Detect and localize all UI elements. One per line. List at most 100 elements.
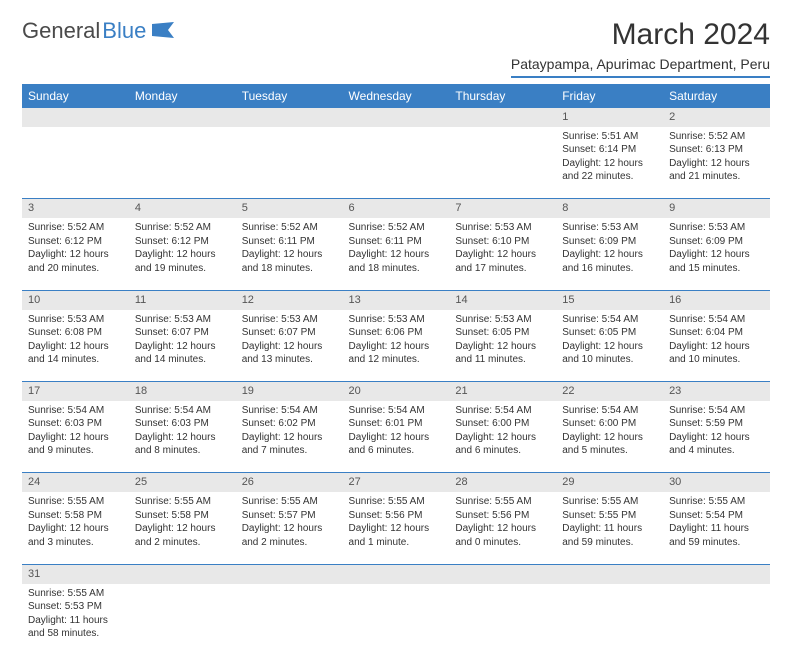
day-cell: Sunrise: 5:55 AMSunset: 5:56 PMDaylight:… — [343, 492, 450, 564]
day-cell — [449, 584, 556, 656]
day-cell: Sunrise: 5:53 AMSunset: 6:10 PMDaylight:… — [449, 218, 556, 290]
sunrise-text: Sunrise: 5:55 AM — [242, 495, 337, 509]
day-number: 17 — [28, 385, 40, 397]
day-number-cell: 25 — [129, 473, 236, 492]
day-cell: Sunrise: 5:55 AMSunset: 5:58 PMDaylight:… — [22, 492, 129, 564]
daylight-text: and 6 minutes. — [455, 444, 550, 458]
day-number-cell — [236, 108, 343, 127]
day-number-row: 17181920212223 — [22, 382, 770, 401]
day-number-cell: 18 — [129, 382, 236, 401]
sunset-text: Sunset: 6:08 PM — [28, 326, 123, 340]
day-number: 9 — [669, 202, 675, 214]
sunset-text: Sunset: 6:04 PM — [669, 326, 764, 340]
day-cell — [556, 584, 663, 656]
daylight-text: and 4 minutes. — [669, 444, 764, 458]
day-cell: Sunrise: 5:52 AMSunset: 6:12 PMDaylight:… — [22, 218, 129, 290]
daylight-text: and 13 minutes. — [242, 353, 337, 367]
day-content: Sunrise: 5:52 AMSunset: 6:12 PMDaylight:… — [28, 221, 123, 275]
daylight-text: Daylight: 12 hours — [455, 522, 550, 536]
day-cell: Sunrise: 5:53 AMSunset: 6:07 PMDaylight:… — [236, 310, 343, 382]
day-cell: Sunrise: 5:53 AMSunset: 6:06 PMDaylight:… — [343, 310, 450, 382]
sunrise-text: Sunrise: 5:52 AM — [349, 221, 444, 235]
daylight-text: Daylight: 12 hours — [242, 431, 337, 445]
day-number-cell: 29 — [556, 473, 663, 492]
sunrise-text: Sunrise: 5:54 AM — [349, 404, 444, 418]
sunset-text: Sunset: 5:59 PM — [669, 417, 764, 431]
day-cell: Sunrise: 5:55 AMSunset: 5:57 PMDaylight:… — [236, 492, 343, 564]
sunrise-text: Sunrise: 5:54 AM — [562, 313, 657, 327]
day-cell: Sunrise: 5:52 AMSunset: 6:11 PMDaylight:… — [236, 218, 343, 290]
sunrise-text: Sunrise: 5:54 AM — [242, 404, 337, 418]
day-cell — [236, 584, 343, 656]
daylight-text: and 20 minutes. — [28, 262, 123, 276]
sunrise-text: Sunrise: 5:52 AM — [669, 130, 764, 144]
day-number-cell — [449, 108, 556, 127]
day-number: 7 — [455, 202, 461, 214]
day-cell: Sunrise: 5:54 AMSunset: 6:03 PMDaylight:… — [22, 401, 129, 473]
day-number-cell: 13 — [343, 290, 450, 309]
daylight-text: and 16 minutes. — [562, 262, 657, 276]
day-number-cell: 22 — [556, 382, 663, 401]
daylight-text: and 15 minutes. — [669, 262, 764, 276]
day-cell — [343, 127, 450, 199]
daylight-text: and 22 minutes. — [562, 170, 657, 184]
daylight-text: Daylight: 12 hours — [135, 431, 230, 445]
sunrise-text: Sunrise: 5:53 AM — [455, 313, 550, 327]
sunrise-text: Sunrise: 5:52 AM — [28, 221, 123, 235]
day-content: Sunrise: 5:53 AMSunset: 6:07 PMDaylight:… — [135, 313, 230, 367]
sunrise-text: Sunrise: 5:54 AM — [28, 404, 123, 418]
day-number-cell: 21 — [449, 382, 556, 401]
daylight-text: and 5 minutes. — [562, 444, 657, 458]
sunrise-text: Sunrise: 5:53 AM — [28, 313, 123, 327]
daylight-text: Daylight: 12 hours — [669, 248, 764, 262]
day-cell: Sunrise: 5:54 AMSunset: 5:59 PMDaylight:… — [663, 401, 770, 473]
day-cell: Sunrise: 5:54 AMSunset: 6:05 PMDaylight:… — [556, 310, 663, 382]
sunrise-text: Sunrise: 5:54 AM — [135, 404, 230, 418]
day-cell: Sunrise: 5:52 AMSunset: 6:13 PMDaylight:… — [663, 127, 770, 199]
daylight-text: Daylight: 12 hours — [28, 522, 123, 536]
day-number: 24 — [28, 476, 40, 488]
day-number: 3 — [28, 202, 34, 214]
day-number-cell: 28 — [449, 473, 556, 492]
day-number: 6 — [349, 202, 355, 214]
daylight-text: Daylight: 12 hours — [135, 522, 230, 536]
day-number: 11 — [135, 294, 146, 306]
day-number-cell: 24 — [22, 473, 129, 492]
sunrise-text: Sunrise: 5:54 AM — [455, 404, 550, 418]
day-number-cell: 27 — [343, 473, 450, 492]
day-cell: Sunrise: 5:52 AMSunset: 6:11 PMDaylight:… — [343, 218, 450, 290]
day-cell: Sunrise: 5:54 AMSunset: 6:03 PMDaylight:… — [129, 401, 236, 473]
sunrise-text: Sunrise: 5:55 AM — [28, 495, 123, 509]
logo-flag-icon — [152, 22, 176, 43]
sunset-text: Sunset: 6:13 PM — [669, 143, 764, 157]
day-number-cell — [22, 108, 129, 127]
day-number: 5 — [242, 202, 248, 214]
daylight-text: and 19 minutes. — [135, 262, 230, 276]
day-number-cell — [129, 564, 236, 583]
day-number-cell: 8 — [556, 199, 663, 218]
day-number: 30 — [669, 476, 681, 488]
logo-text-general: General — [22, 18, 100, 44]
logo: General Blue — [22, 18, 176, 44]
day-number-cell — [663, 564, 770, 583]
week-row: Sunrise: 5:55 AMSunset: 5:53 PMDaylight:… — [22, 584, 770, 656]
day-number: 2 — [669, 111, 675, 123]
sunrise-text: Sunrise: 5:52 AM — [242, 221, 337, 235]
daylight-text: and 3 minutes. — [28, 536, 123, 550]
day-cell: Sunrise: 5:53 AMSunset: 6:05 PMDaylight:… — [449, 310, 556, 382]
sunset-text: Sunset: 6:03 PM — [135, 417, 230, 431]
sunset-text: Sunset: 5:58 PM — [135, 509, 230, 523]
daylight-text: Daylight: 12 hours — [242, 522, 337, 536]
daylight-text: Daylight: 12 hours — [455, 248, 550, 262]
day-number: 26 — [242, 476, 254, 488]
sunset-text: Sunset: 6:11 PM — [349, 235, 444, 249]
day-number: 14 — [455, 294, 467, 306]
day-number: 25 — [135, 476, 147, 488]
daylight-text: Daylight: 11 hours — [28, 614, 123, 628]
daylight-text: and 12 minutes. — [349, 353, 444, 367]
day-number-cell: 12 — [236, 290, 343, 309]
day-number: 29 — [562, 476, 574, 488]
weekday-header: Saturday — [663, 84, 770, 108]
daylight-text: and 21 minutes. — [669, 170, 764, 184]
sunset-text: Sunset: 5:56 PM — [349, 509, 444, 523]
